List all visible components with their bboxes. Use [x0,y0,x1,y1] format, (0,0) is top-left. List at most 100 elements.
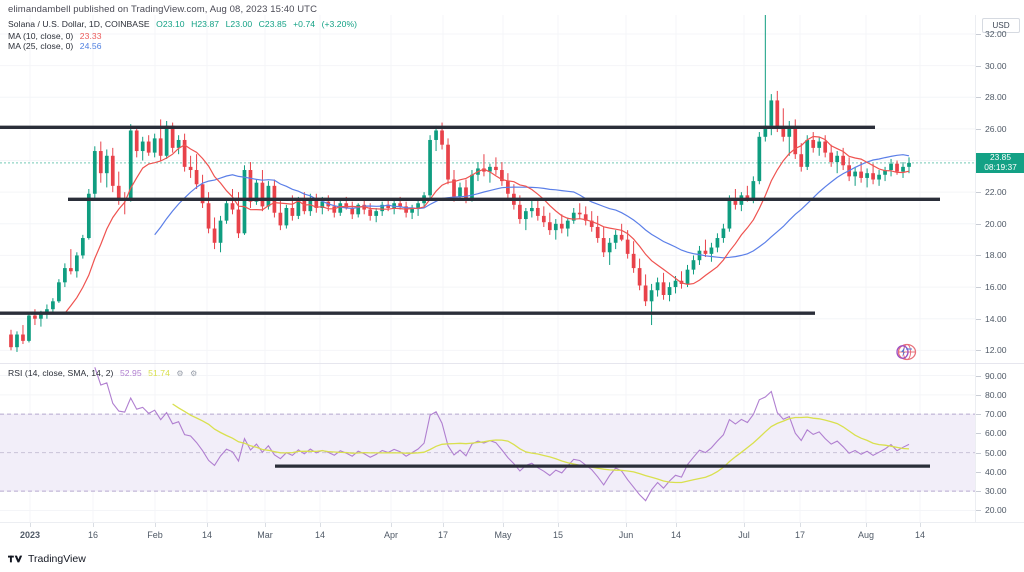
price-axis-tick [976,255,981,257]
ma10-legend[interactable]: MA (10, close, 0) 23.33 [8,31,106,41]
price-axis-label: 22.00 [985,187,1007,198]
gear-icon[interactable]: ⚙ [176,369,184,378]
price-axis-label: 12.00 [985,345,1007,356]
rsi-axis[interactable]: 20.00 30.00 40.00 50.00 60.00 70.00 80.00 90.00 [975,364,1024,522]
ohlc-open: O23.10 [156,19,185,29]
rsi-axis-label: 70.00 [985,409,1007,420]
time-axis-tick [443,523,444,527]
price-axis-label: 26.00 [985,123,1007,134]
ma10-value: 23.33 [79,31,102,41]
time-axis-tick [155,523,156,527]
time-axis-label: 2023 [19,530,41,540]
time-axis-tick [391,523,392,527]
rsi-axis-tick [976,414,981,416]
time-axis[interactable]: 2023 16 Feb 14 Mar 14 Apr 17 May 15 Jun 14 Jul 17 Aug 1… [0,522,1024,550]
time-axis-tick [503,523,504,527]
time-axis-tick [920,523,921,527]
attribution-text: elimandambell published on TradingView.c… [8,4,318,15]
price-axis-tick [976,128,981,130]
time-axis-tick [744,523,745,527]
time-axis-label: 15 [552,530,564,540]
price-axis-tick [976,65,981,67]
change-absolute: +0.74 [293,19,316,29]
time-axis-tick [866,523,867,527]
rsi-axis-label: 40.00 [985,466,1007,477]
rsi-axis-label: 30.00 [985,486,1007,497]
time-axis-tick [558,523,559,527]
rsi-axis-label: 20.00 [985,505,1007,516]
price-axis-label: 28.00 [985,92,1007,103]
rsi-value: 52.95 [119,368,142,378]
ma25-legend[interactable]: MA (25, close, 0) 24.56 [8,41,106,51]
ohlc-low: L23.00 [225,19,253,29]
price-axis-label: 32.00 [985,28,1007,39]
tradingview-logo[interactable]: TradingView [8,553,86,565]
price-axis-tick [976,287,981,289]
symbol-title: Solana / U.S. Dollar, 1D, COINBASE [8,19,150,29]
time-axis-label: 14 [314,530,326,540]
rsi-axis-label: 60.00 [985,428,1007,439]
rsi-indicator-pane[interactable] [0,364,975,522]
price-axis-label: 30.00 [985,60,1007,71]
rsi-axis-label: 80.00 [985,389,1007,400]
time-axis-label: 16 [87,530,99,540]
time-axis-tick [800,523,801,527]
price-chart-pane[interactable] [0,15,975,363]
rsi-axis-tick [976,375,981,377]
price-axis-label: 14.00 [985,313,1007,324]
footer: TradingView [0,548,1024,572]
time-axis-label: 14 [914,530,926,540]
time-axis-label: Mar [257,530,273,540]
tradingview-wordmark: TradingView [28,553,86,565]
ohlc-high: H23.87 [191,19,220,29]
price-axis-label: 16.00 [985,282,1007,293]
currency-badge: USD [982,18,1020,33]
time-axis-tick [207,523,208,527]
time-axis-tick [30,523,31,527]
ma25-label: MA (25, close, 0) [8,41,74,51]
symbol-legend[interactable]: Solana / U.S. Dollar, 1D, COINBASE O23.1… [8,19,361,29]
time-axis-tick [265,523,266,527]
time-axis-label: Jul [738,530,750,540]
price-chart-canvas [0,15,975,363]
price-axis-tick [976,350,981,352]
ma25-value: 24.56 [79,41,102,51]
chart-watermark-icon [896,343,917,361]
price-axis-tick [976,318,981,320]
price-axis[interactable]: USD 12.00 14.00 16.00 18.00 20.00 22.00 26.00 2… [975,15,1024,363]
change-percent: (+3.20%) [321,19,358,29]
rsi-chart-canvas [0,364,975,522]
price-axis-tick [976,33,981,35]
time-axis-label: Aug [857,530,875,540]
rsi-axis-tick [976,491,981,493]
time-axis-label: Apr [383,530,399,540]
current-price-value: 23.85 [990,152,1011,163]
eye-icon[interactable]: ⚙ [190,369,198,378]
time-axis-tick [320,523,321,527]
time-axis-tick [93,523,94,527]
rsi-axis-tick [976,452,981,454]
time-axis-label: May [494,530,512,540]
tradingview-logo-icon [8,555,23,563]
time-axis-tick [676,523,677,527]
price-axis-label: 20.00 [985,218,1007,229]
rsi-label: RSI (14, close, SMA, 14, 2) [8,368,114,378]
rsi-legend[interactable]: RSI (14, close, SMA, 14, 2) 52.95 51.74 … [8,368,201,378]
time-axis-tick [626,523,627,527]
price-axis-tick [976,97,981,99]
rsi-axis-tick [976,433,981,435]
time-axis-label: 14 [201,530,213,540]
rsi-axis-label: 90.00 [985,370,1007,381]
rsi-axis-tick [976,394,981,396]
rsi-axis-tick [976,471,981,473]
price-axis-label: 18.00 [985,250,1007,261]
time-axis-label: 17 [437,530,449,540]
ma10-label: MA (10, close, 0) [8,31,74,41]
time-axis-label: Jun [618,530,634,540]
rsi-axis-tick [976,510,981,512]
time-axis-label: 14 [670,530,682,540]
pane-divider [0,363,1024,364]
time-axis-label: Feb [147,530,163,540]
rsi-ma-value: 51.74 [148,368,170,378]
price-axis-tick [976,192,981,194]
